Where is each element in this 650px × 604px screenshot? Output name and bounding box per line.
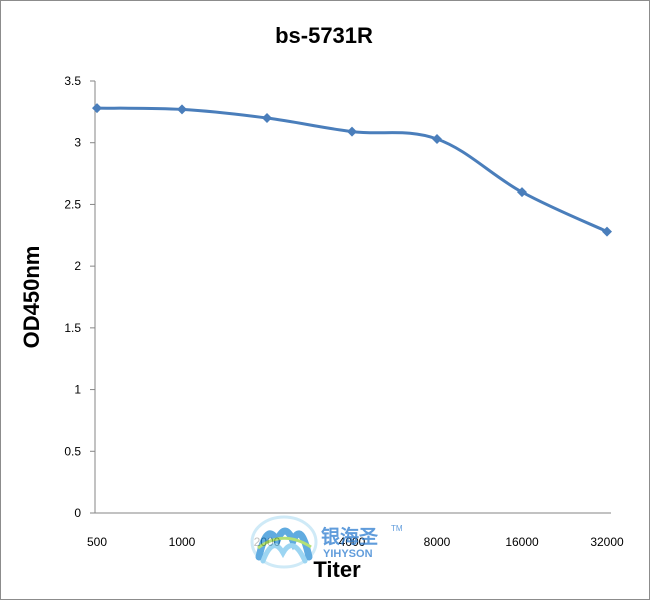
- x-tick-label: 4000: [339, 535, 366, 549]
- y-tick-label: 1.5: [64, 321, 81, 335]
- series-markers: [92, 103, 612, 237]
- y-tick-label: 1: [74, 383, 81, 397]
- x-tick-label: 8000: [424, 535, 451, 549]
- data-point-marker: [432, 134, 442, 145]
- y-axis-ticks: 0 0.5 1 1.5 2 2.5 3 3.5: [64, 74, 95, 520]
- x-tick-label: 500: [87, 535, 107, 549]
- yihyson-logo-icon: [250, 515, 318, 569]
- data-point-marker: [177, 104, 187, 115]
- data-point-marker: [262, 113, 272, 124]
- x-tick-label: 1000: [169, 535, 196, 549]
- data-point-marker: [92, 103, 102, 114]
- x-tick-label: 16000: [505, 535, 539, 549]
- yihyson-watermark-logo: 银海圣 TM YIHYSON: [250, 515, 403, 569]
- y-tick-label: 3.5: [64, 74, 81, 88]
- x-tick-label: 32000: [590, 535, 624, 549]
- logo-brand-en: YIHYSON: [323, 548, 373, 560]
- data-point-marker: [347, 126, 357, 137]
- chart-title: bs-5731R: [275, 23, 373, 48]
- y-tick-label: 3: [74, 136, 81, 150]
- x-axis-title: Titer: [313, 557, 361, 582]
- y-tick-label: 0: [74, 506, 81, 520]
- y-tick-label: 2.5: [64, 197, 81, 211]
- logo-brand-cn: 银海圣: [321, 525, 379, 548]
- logo-trademark: TM: [391, 524, 403, 533]
- y-axis-title: OD450nm: [19, 246, 44, 349]
- y-tick-label: 2: [74, 259, 81, 273]
- data-point-marker: [517, 187, 527, 198]
- data-point-marker: [602, 226, 612, 237]
- y-tick-label: 0.5: [64, 444, 81, 458]
